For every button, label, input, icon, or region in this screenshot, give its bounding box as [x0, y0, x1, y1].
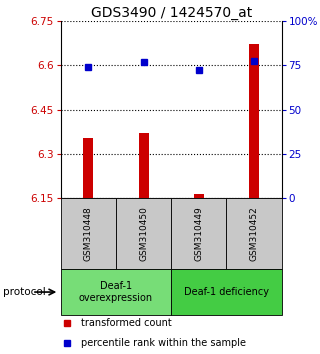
Text: GSM310448: GSM310448	[84, 206, 93, 261]
Text: GSM310450: GSM310450	[139, 206, 148, 261]
Text: protocol: protocol	[3, 287, 46, 297]
Bar	[139, 133, 148, 198]
Bar	[116, 198, 171, 269]
Bar	[84, 138, 93, 198]
Text: percentile rank within the sample: percentile rank within the sample	[81, 338, 246, 348]
Text: GSM310449: GSM310449	[194, 206, 203, 261]
Title: GDS3490 / 1424570_at: GDS3490 / 1424570_at	[91, 6, 252, 20]
Bar	[194, 194, 204, 198]
Text: Deaf-1
overexpression: Deaf-1 overexpression	[79, 281, 153, 303]
Bar	[171, 198, 227, 269]
Bar	[171, 269, 282, 315]
Text: Deaf-1 deficiency: Deaf-1 deficiency	[184, 287, 269, 297]
Text: GSM310452: GSM310452	[250, 206, 259, 261]
Bar	[61, 198, 116, 269]
Text: transformed count: transformed count	[81, 318, 172, 328]
Bar	[61, 269, 171, 315]
Bar	[249, 44, 259, 198]
Bar	[227, 198, 282, 269]
